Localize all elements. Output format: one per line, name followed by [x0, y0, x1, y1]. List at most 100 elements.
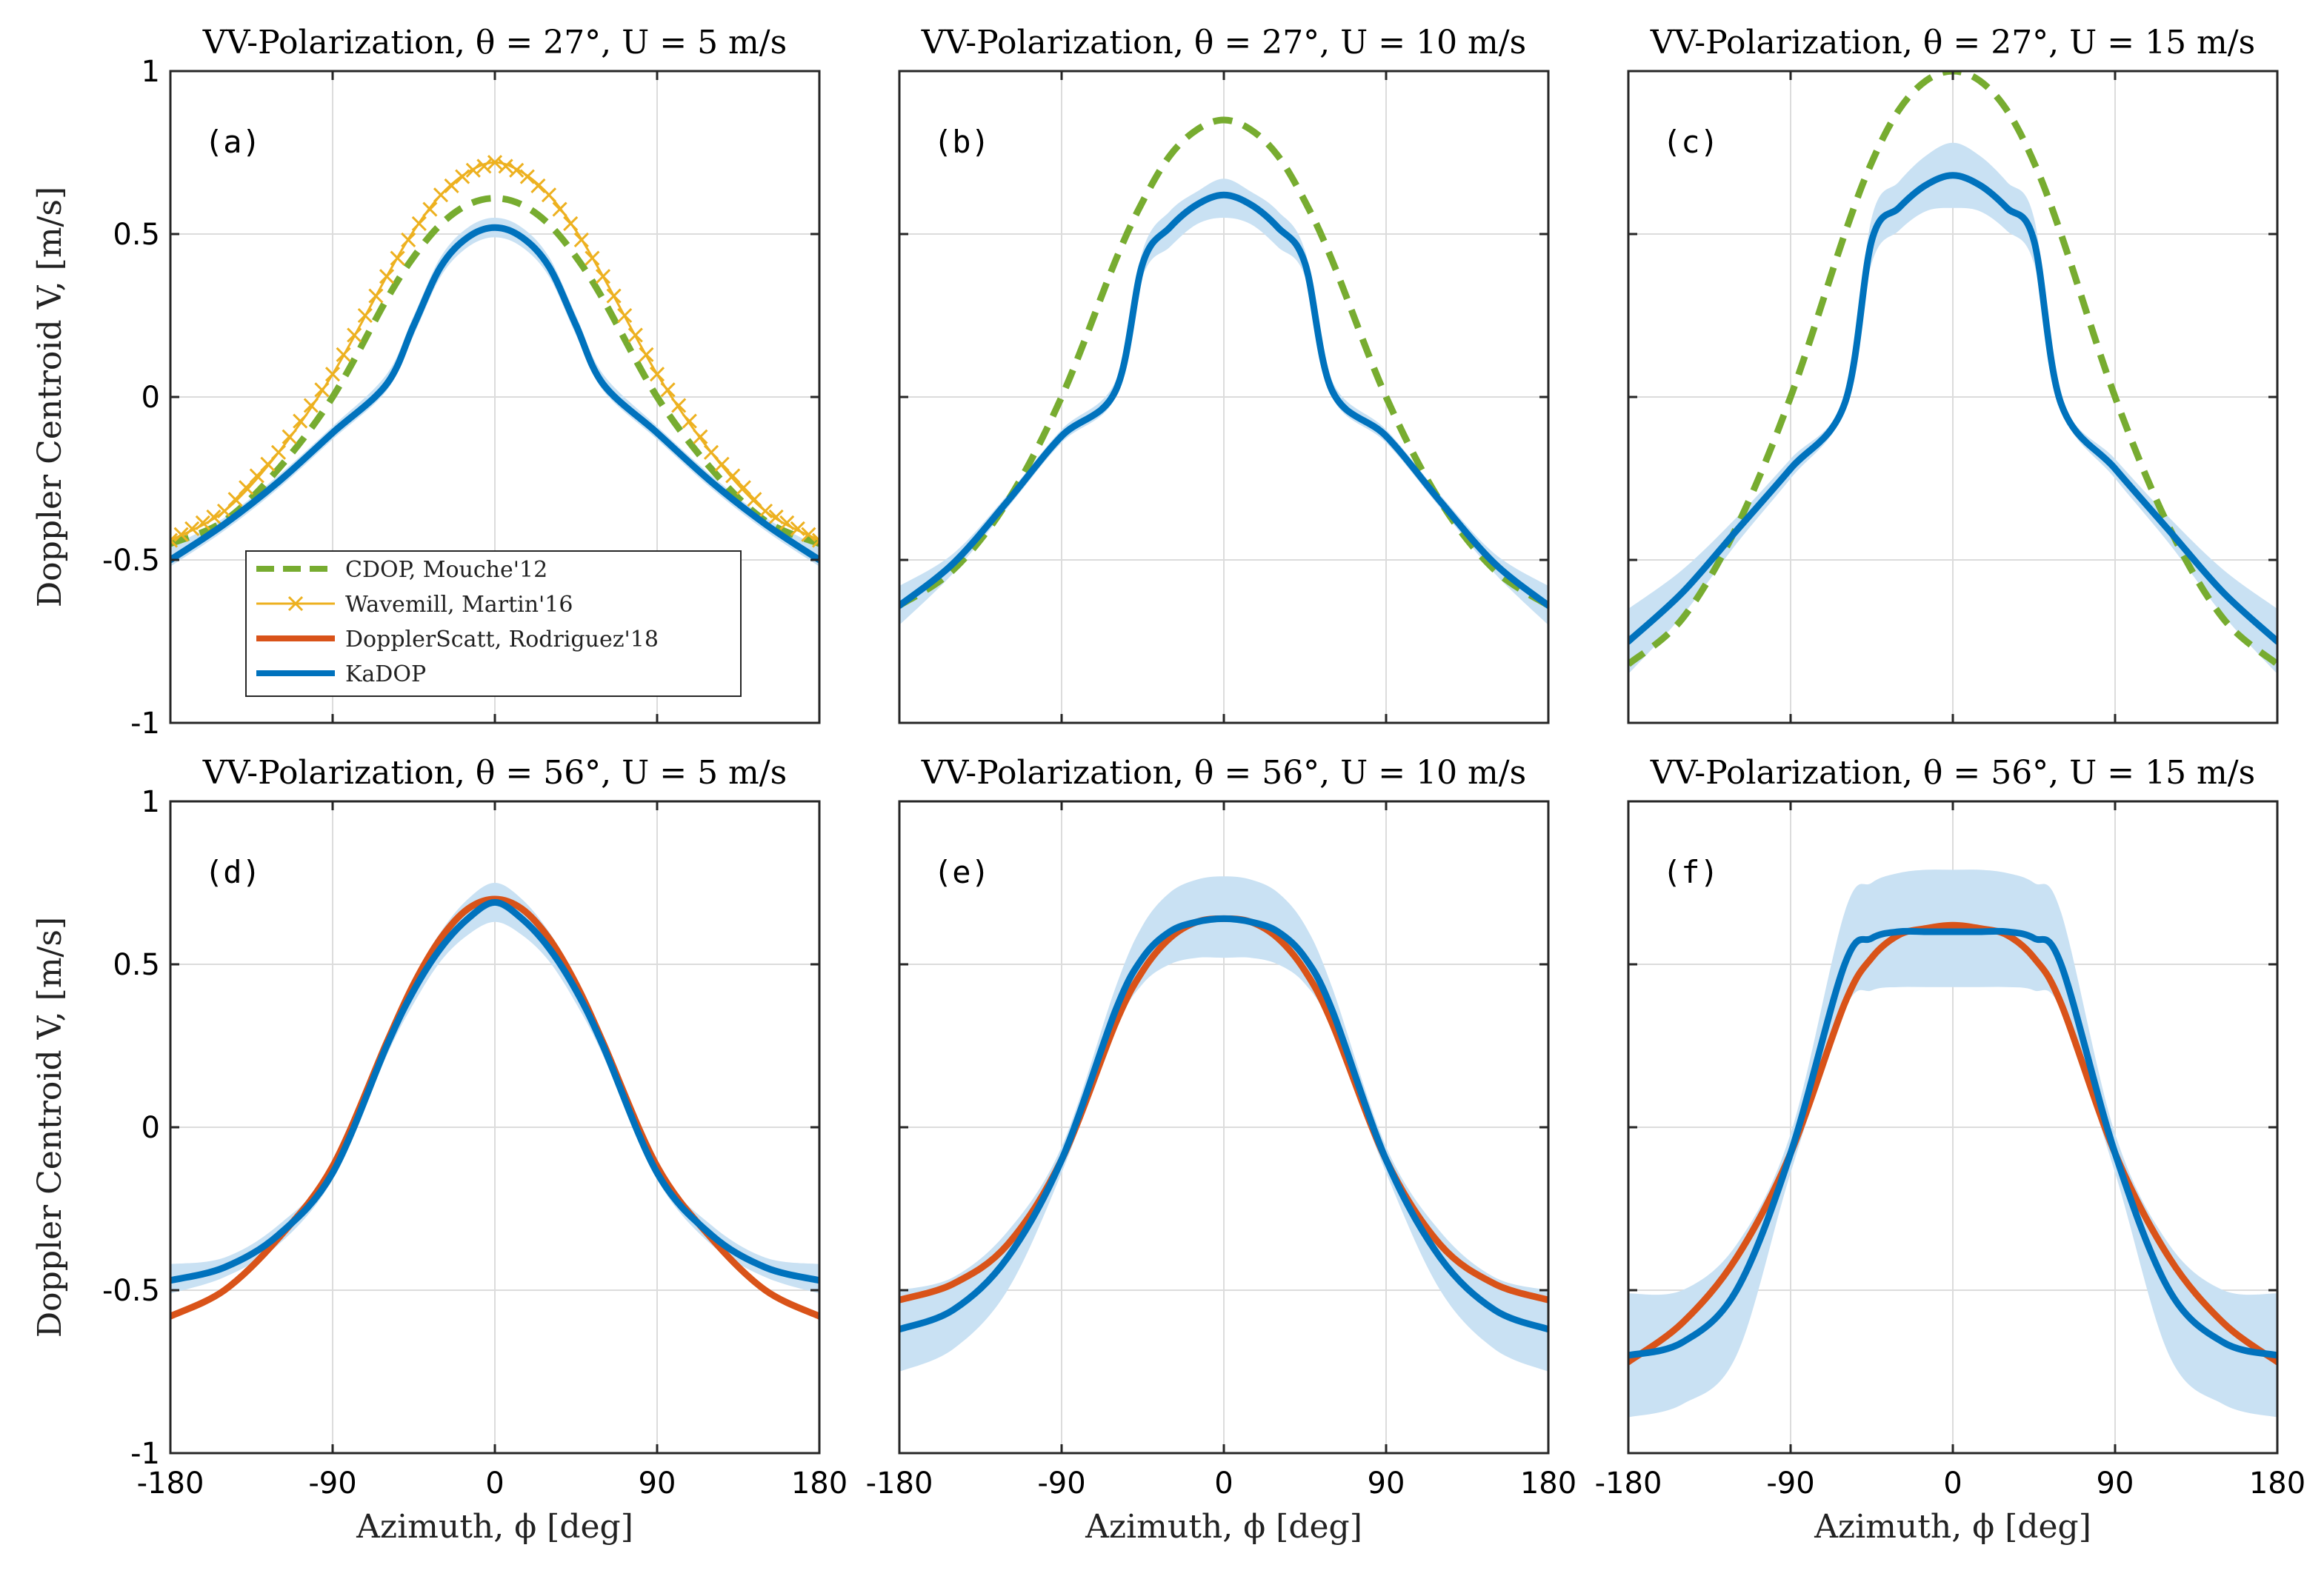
wavemill-marker: [736, 480, 751, 495]
wavemill-marker: [585, 250, 600, 266]
wavemill-marker: [357, 307, 373, 324]
panel-label: (f): [1662, 854, 1719, 890]
x-tick-label: 0: [485, 1466, 504, 1501]
panel-label: (e): [933, 854, 990, 890]
y-tick-label: 0: [141, 381, 160, 415]
wavemill-marker: [216, 503, 233, 519]
x-tick-label: -180: [137, 1466, 204, 1501]
wavemill-marker: [324, 367, 341, 382]
kadop-line: [899, 915, 1548, 1333]
wavemill-marker: [660, 382, 676, 398]
wavemill-marker: [303, 398, 319, 413]
wavemill-marker: [617, 307, 633, 324]
panel-label: (a): [204, 124, 261, 160]
y-tick-label: 1: [141, 785, 160, 819]
wavemill-marker: [433, 187, 449, 203]
wavemill-marker: [170, 533, 179, 548]
x-tick-label: 0: [1214, 1466, 1233, 1501]
wavemill-marker: [401, 232, 416, 247]
wavemill-marker: [314, 382, 330, 398]
wavemill-marker: [606, 288, 622, 304]
x-tick-label: -90: [308, 1466, 356, 1501]
y-tick-label: -1: [130, 707, 160, 741]
y-tick-label: -0.5: [102, 544, 160, 578]
series-group: [170, 883, 819, 1320]
wavemill-marker: [260, 456, 276, 472]
kadop-line: [1628, 927, 2277, 1359]
wavemill-marker: [747, 492, 762, 507]
cdop-line: [899, 116, 1548, 609]
x-axis-label: Azimuth, ϕ [deg]: [356, 1508, 633, 1546]
wavemill-marker: [498, 158, 513, 174]
wavemill-marker: [336, 347, 351, 362]
panel-title: VV-Polarization, θ = 27°, U = 5 m/s: [202, 24, 787, 61]
legend-item-kadop: KaDOP: [256, 661, 426, 687]
y-tick-label: -1: [130, 1437, 160, 1471]
wavemill-marker: [195, 515, 210, 530]
panel-label: (c): [1662, 124, 1719, 160]
x-axis-label: Azimuth, ϕ [deg]: [1814, 1508, 2091, 1546]
wavemill-marker: [563, 216, 579, 231]
wavemill-marker: [649, 367, 665, 382]
wavemill-marker: [671, 398, 687, 413]
legend-item-wavemill: Wavemill, Martin'16: [256, 592, 573, 618]
wavemill-marker: [422, 201, 438, 217]
wavemill-marker: [509, 162, 525, 178]
wavemill-marker: [552, 201, 567, 217]
series-group: [1628, 870, 2277, 1418]
wavemill-marker: [627, 327, 643, 343]
wavemill-marker: [693, 429, 708, 444]
wavemill-marker: [573, 232, 589, 247]
x-tick-label: 90: [1368, 1466, 1405, 1501]
wavemill-marker: [390, 250, 405, 266]
x-axis-label: Azimuth, ϕ [deg]: [1085, 1508, 1362, 1546]
kadop-line: [1628, 172, 2277, 645]
panel-title: VV-Polarization, θ = 56°, U = 10 m/s: [921, 754, 1526, 792]
wavemill-marker: [811, 533, 819, 548]
wavemill-marker: [487, 155, 503, 170]
x-tick-label: -180: [866, 1466, 933, 1501]
wavemill-marker: [465, 162, 481, 178]
legend-label: CDOP, Mouche'12: [345, 557, 547, 583]
panel-title: VV-Polarization, θ = 27°, U = 15 m/s: [1650, 24, 2255, 61]
series-group: [899, 116, 1548, 625]
x-tick-label: -180: [1595, 1466, 1662, 1501]
kadop-line: [899, 191, 1548, 610]
wavemill-marker: [347, 327, 362, 343]
wavemill-marker: [249, 468, 264, 484]
panel-d: -1 -0.5 0 0.5 1 Doppler Centroid V, [m/s] -180…: [31, 754, 848, 1546]
x-tick-label: 180: [791, 1466, 848, 1501]
wavemill-marker: [368, 288, 384, 304]
wavemill-marker: [227, 492, 243, 507]
legend-item-cdop: CDOP, Mouche'12: [256, 557, 547, 583]
panel-c: VV-Polarization, θ = 27°, U = 15 m/s (c): [1627, 24, 2279, 724]
wavemill-marker: [270, 444, 287, 460]
kadop-uncertainty-band: [899, 876, 1548, 1372]
wavemill-marker: [768, 509, 784, 524]
panel-title: VV-Polarization, θ = 56°, U = 5 m/s: [202, 754, 787, 792]
legend-label: Wavemill, Martin'16: [345, 592, 573, 618]
kadop-line: [170, 224, 819, 564]
y-tick-label: 0.5: [113, 218, 160, 252]
panel-label: (d): [204, 854, 261, 890]
wavemill-marker: [444, 178, 459, 193]
panel-e: -180 -90 0 90 180 Azimuth, ϕ [deg] VV-Polariza…: [866, 754, 1577, 1546]
x-tick-label: -90: [1766, 1466, 1814, 1501]
y-tick-label: 0.5: [113, 948, 160, 982]
panel-b: VV-Polarization, θ = 27°, U = 10 m/s (b): [898, 24, 1550, 724]
wavemill-marker: [703, 444, 719, 460]
x-tick-label: 0: [1943, 1466, 1962, 1501]
kadop-uncertainty-band: [1628, 870, 2277, 1418]
x-tick-label: 90: [2097, 1466, 2134, 1501]
wavemill-marker: [801, 527, 816, 542]
series-group: [1628, 71, 2277, 675]
wavemill-marker: [530, 178, 546, 193]
wavemill-marker: [682, 413, 697, 429]
wavemill-marker: [184, 521, 200, 536]
wavemill-marker: [595, 269, 611, 284]
cdop-line: [1628, 71, 2277, 667]
wavemill-marker: [779, 515, 795, 530]
dopplerscatt-line: [1628, 921, 2277, 1366]
wavemill-marker: [639, 347, 654, 362]
